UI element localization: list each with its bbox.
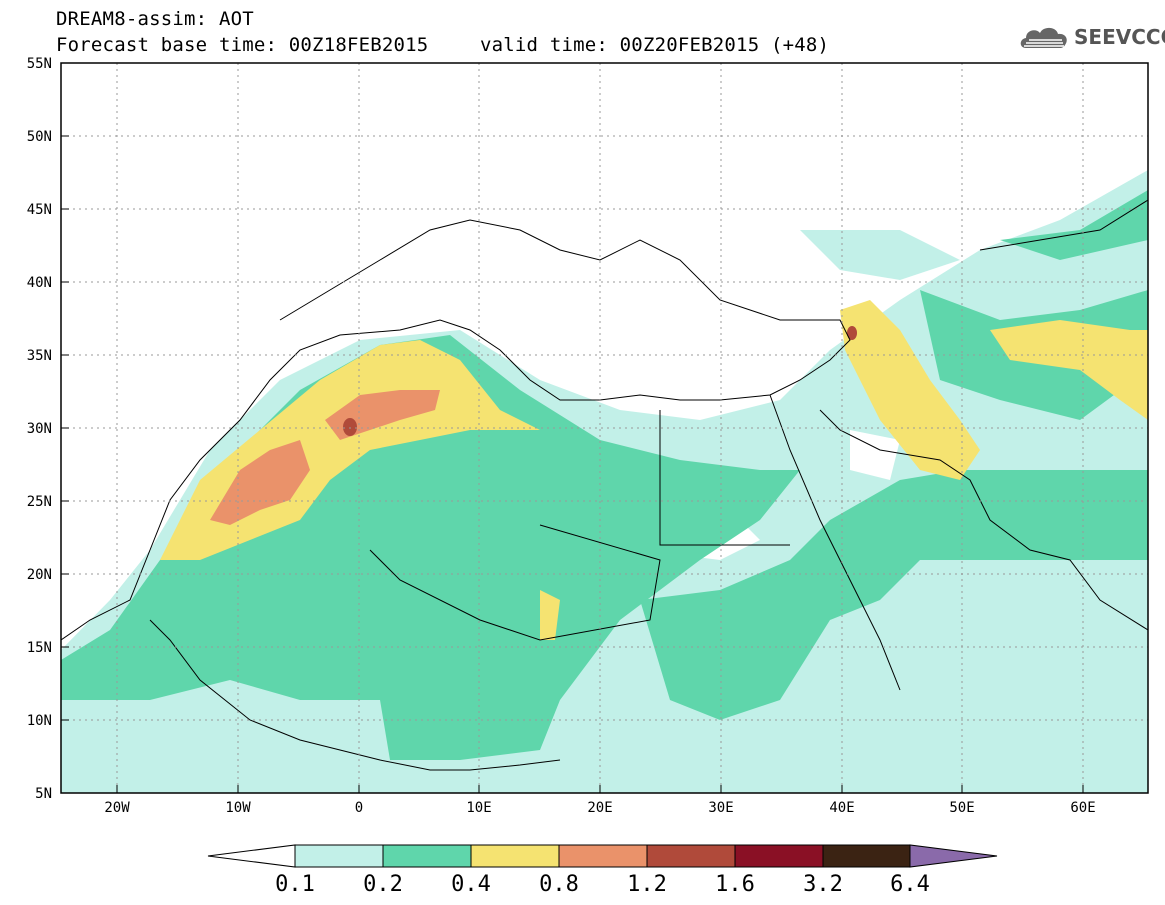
colorbar-label: 1.6: [715, 872, 755, 897]
lon-label: 10W: [225, 800, 251, 816]
lon-label: 20E: [587, 800, 612, 816]
colorbar-label: 0.8: [539, 872, 579, 897]
colorbar-label: 0.1: [275, 872, 315, 897]
colorbar-label: 1.2: [627, 872, 667, 897]
lat-label: 40N: [27, 275, 52, 291]
colorbar-label: 3.2: [803, 872, 843, 897]
colorbar-segment: [734, 844, 824, 868]
colorbar-segment: [558, 844, 648, 868]
lat-label: 25N: [27, 494, 52, 510]
lat-label: 10N: [27, 713, 52, 729]
lat-label: 35N: [27, 348, 52, 364]
colorbar-segment: [382, 844, 472, 868]
colorbar-label: 0.2: [363, 872, 403, 897]
aot-level-1.2: [343, 326, 857, 436]
lat-label: 15N: [27, 640, 52, 656]
colorbar-segment: [646, 844, 736, 868]
lon-label: 30E: [708, 800, 733, 816]
lat-labels: 55N 50N 45N 40N 35N 30N 25N 20N 15N 10N …: [27, 56, 52, 802]
lat-label: 20N: [27, 567, 52, 583]
forecast-time-line: Forecast base time: 00Z18FEB2015 valid ti…: [56, 34, 829, 56]
map-title: DREAM8-assim: AOT: [56, 8, 254, 30]
colorbar-segment: [470, 844, 560, 868]
colorbar-segment: [822, 844, 911, 868]
seevccc-logo: SEEVCCC: [1018, 24, 1165, 50]
cloud-icon: [1020, 27, 1067, 48]
colorbar-segment: [294, 844, 384, 868]
lon-label: 60E: [1070, 800, 1095, 816]
lon-label: 50E: [949, 800, 974, 816]
coastlines: [61, 199, 1148, 771]
aot-field: [61, 170, 1148, 793]
colorbar-label: 6.4: [890, 872, 930, 897]
tick-marks: [61, 62, 1084, 794]
lon-label: 40E: [829, 800, 854, 816]
lon-label: 0: [355, 800, 363, 816]
lat-label: 55N: [27, 56, 52, 72]
lat-label: 45N: [27, 202, 52, 218]
colorbar-label: 0.4: [451, 872, 491, 897]
colorbar-segment: [207, 844, 296, 868]
logo-text: SEEVCCC: [1074, 25, 1165, 49]
lon-labels: 20W 10W 0 10E 20E 30E 40E 50E 60E: [104, 800, 1095, 816]
colorbar: [207, 844, 998, 868]
lon-label: 10E: [466, 800, 491, 816]
gridlines: [61, 63, 1148, 793]
colorbar-segment: [909, 844, 998, 868]
lat-label: 30N: [27, 421, 52, 437]
valid-time-label: valid time: 00Z20FEB2015 (+48): [480, 34, 830, 56]
lat-label: 50N: [27, 129, 52, 145]
base-time-label: Forecast base time: 00Z18FEB2015: [56, 34, 429, 56]
lon-label: 20W: [104, 800, 130, 816]
lat-label: 5N: [35, 786, 52, 802]
